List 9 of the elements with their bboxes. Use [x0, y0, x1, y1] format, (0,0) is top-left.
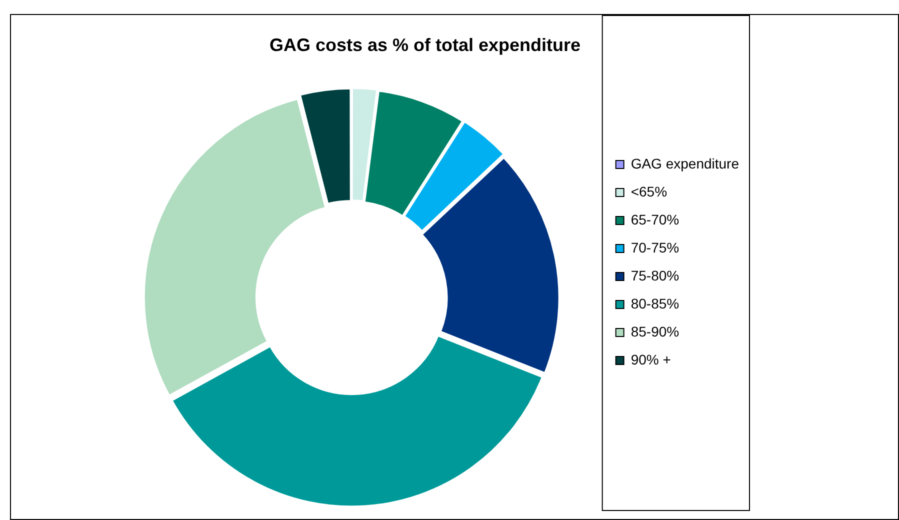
legend-label: 85-90%: [630, 323, 680, 340]
legend-label: 90% +: [630, 351, 671, 368]
legend-label: 75-80%: [630, 267, 680, 284]
text: GAG costs as % of total expenditure: [269, 34, 581, 55]
legend-label: 70-75%: [630, 239, 680, 256]
legend-label: GAG expenditure: [630, 155, 740, 172]
legend-label: 80-85%: [630, 295, 680, 312]
legend-label: 65-70%: [630, 211, 680, 228]
legend-label: <65%: [630, 183, 668, 200]
